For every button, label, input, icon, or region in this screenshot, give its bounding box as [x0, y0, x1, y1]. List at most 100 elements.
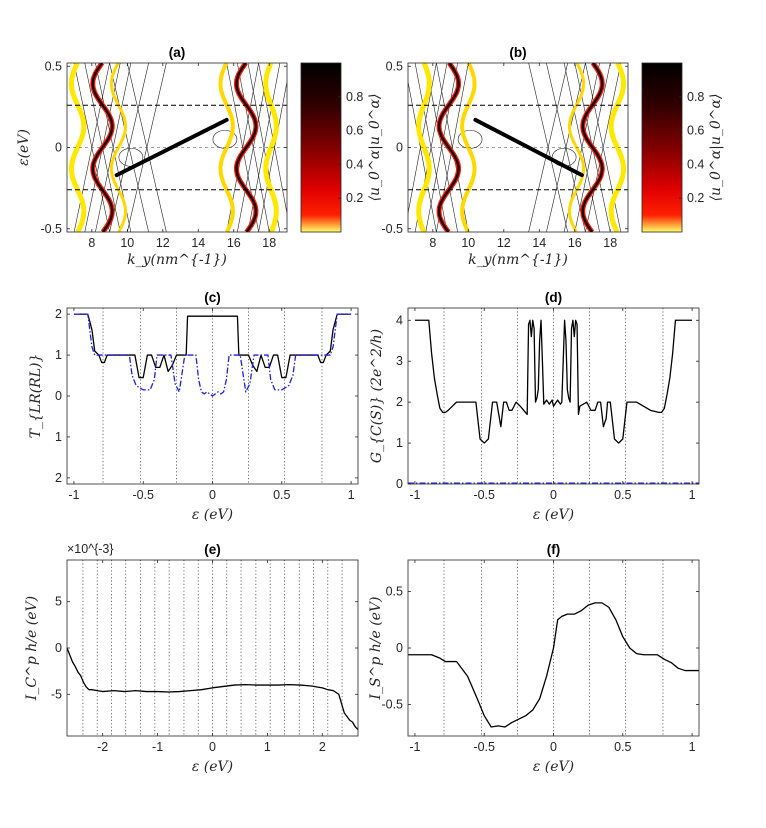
panel-e: (e) -2 -1 0 1 2 5 0 -5 ε (eV) [51, 542, 359, 775]
y-tick-label: 2 [55, 471, 62, 485]
x-tick-label: 0.5 [273, 488, 290, 502]
y-tick-label: -0.5 [40, 222, 62, 236]
x-tick-label: 10 [461, 236, 475, 250]
colored-band [581, 63, 604, 232]
edge-state [114, 117, 229, 178]
colored-band [91, 63, 114, 232]
y-tick-label: 5 [55, 595, 62, 609]
colored-band [608, 63, 626, 232]
x-axis-label: k_y(nm^{-1}) [468, 252, 568, 268]
x-tick-label: 18 [603, 236, 617, 250]
x-axis-label: ε (eV) [533, 507, 574, 523]
colorbar [300, 62, 342, 233]
x-tick-label: 14 [191, 236, 205, 250]
x-tick-label: 1 [689, 740, 696, 754]
y-tick-label: 1 [55, 348, 62, 362]
y-tick-label: 0.5 [386, 585, 403, 599]
colored-band [218, 63, 235, 232]
y-tick-label: -0.5 [381, 222, 403, 236]
y-tick-label: 0.5 [45, 59, 62, 73]
colorbar [641, 62, 683, 233]
colorbar-tick-label: 0.4 [346, 157, 363, 171]
x-tick-label: -0.5 [473, 740, 495, 754]
colored-band [109, 63, 127, 232]
x-tick-label: 1 [348, 488, 355, 502]
x-tick-label: 1 [264, 740, 271, 754]
y-tick-label: -5 [51, 687, 62, 701]
x-tick-label: 12 [497, 236, 511, 250]
panel-title: (e) [204, 542, 221, 557]
series-line-0 [408, 602, 699, 728]
x-tick-label: 12 [156, 236, 170, 250]
x-tick-label: 0.5 [614, 740, 631, 754]
x-tick-label: -1 [409, 740, 420, 754]
colorbar-label: ⟨u_0^α|u_0^α⟩ [367, 94, 383, 202]
y-tick-label: 0.5 [386, 59, 403, 73]
panel-b: (b) 8 10 12 14 16 18 -0.5 0 0.5 0.2 0.4 0.6 0.8 ⟨u_0^α… [381, 45, 724, 250]
y-tick-label: 0 [55, 641, 62, 655]
panel-d: (d) -1 -0.5 0 0.5 1 0 1 2 3 4 ε (eV) [396, 290, 700, 523]
x-tick-label: 0 [550, 488, 557, 502]
y-tick-label: 1 [55, 430, 62, 444]
series-line-0 [73, 313, 352, 379]
x-tick-label: 0 [550, 740, 557, 754]
panel-title: (a) [169, 45, 186, 60]
band-line [585, 63, 622, 232]
y-tick-label: -0.5 [381, 697, 403, 711]
panel-title: (d) [545, 290, 562, 305]
y-tick-label: 3 [396, 354, 403, 368]
y-tick-label: 4 [396, 313, 403, 327]
series-line-1 [73, 313, 352, 397]
edge-state [473, 117, 584, 178]
panel-title: (b) [509, 45, 526, 60]
panel-f: (f) -1 -0.5 0 0.5 1 0.5 0 -0.5 ε (eV) [381, 542, 700, 775]
x-axis-label: ε (eV) [533, 759, 574, 775]
panel-title: (c) [204, 290, 221, 305]
y-axis-label: G_{C(S)} (2e^2/h) [369, 329, 385, 463]
x-tick-label: 0.5 [614, 488, 631, 502]
panel-c: (c) -1 -0.5 0 0.5 1 2 1 0 1 2 ε (eV) [55, 290, 359, 523]
x-tick-label: -1 [68, 488, 79, 502]
colorbar-label: ⟨u_0^α|u_0^α⟩ [708, 94, 724, 202]
colorbar-tick-label: 0.8 [687, 90, 704, 104]
colorbar-tick-label: 0.6 [687, 124, 704, 138]
series-line-0 [66, 647, 359, 730]
x-tick-label: 16 [227, 236, 241, 250]
colorbar-tick-label: 0.4 [687, 157, 704, 171]
y-axis-label: I_S^p h/e (eV) [368, 596, 384, 700]
x-tick-label: 1 [689, 488, 696, 502]
colored-band [69, 63, 87, 232]
x-tick-label: -0.5 [473, 488, 495, 502]
x-tick-label: 10 [120, 236, 134, 250]
band-lines [69, 63, 287, 232]
colorbar-tick-label: 0.2 [687, 191, 704, 205]
y-tick-label: 0 [55, 141, 62, 155]
y-tick-label: 0 [396, 141, 403, 155]
y-tick-label: 0 [396, 641, 403, 655]
panel-a: (a) 8 10 12 14 16 18 -0.5 0 0.5 0.2 0.4 0.6 0.8 ⟨u_0^α… [40, 45, 383, 250]
colored-band [235, 63, 258, 232]
colored-band [416, 63, 432, 232]
x-axis-label: k_y(nm^{-1}) [127, 252, 227, 268]
series-line-0 [414, 319, 693, 444]
x-tick-label: 0 [209, 740, 216, 754]
y-axis-label: ε(eV) [16, 129, 32, 166]
colorbar-tick-label: 0.2 [346, 191, 363, 205]
band-line [258, 63, 287, 215]
x-tick-label: -0.5 [132, 488, 154, 502]
y-tick-label: 0 [55, 389, 62, 403]
scale-note: ×10^{-3} [67, 542, 114, 556]
panel-title: (f) [547, 542, 561, 557]
x-tick-label: 18 [262, 236, 276, 250]
x-tick-label: 0 [209, 488, 216, 502]
colorbar-tick-label: 0.6 [346, 124, 363, 138]
y-axis-label: T_{LR(RL)} [28, 354, 44, 439]
x-tick-label: 14 [532, 236, 546, 250]
x-axis-label: ε (eV) [192, 507, 233, 523]
x-tick-label: 2 [319, 740, 326, 754]
y-tick-label: 2 [396, 395, 403, 409]
x-tick-label: -2 [97, 740, 108, 754]
x-tick-label: 8 [88, 236, 95, 250]
